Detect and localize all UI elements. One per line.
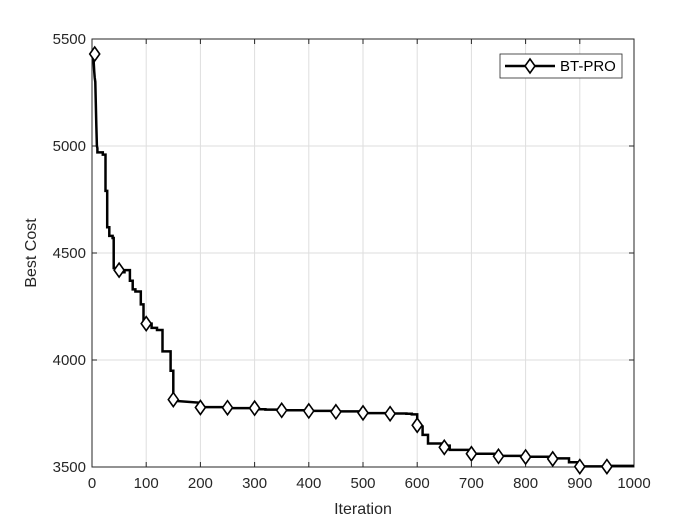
data-point-marker <box>411 416 424 434</box>
legend: BT-PRO <box>499 53 623 79</box>
y-tick-label: 4500 <box>53 245 86 262</box>
data-point-marker <box>140 315 153 332</box>
data-point-marker <box>492 447 505 465</box>
data-point-marker <box>465 445 478 463</box>
data-point-marker <box>357 404 369 422</box>
y-tick-label: 4000 <box>53 352 86 369</box>
data-point-marker <box>329 403 342 421</box>
axis-ticks: 0 100 200 300 400 500 600 700 800 900 1000 3500 4000… <box>53 31 651 492</box>
y-tick-label: 3500 <box>53 459 86 476</box>
data-point-marker <box>167 391 180 408</box>
y-tick-label: 5500 <box>53 31 86 48</box>
data-point-marker <box>194 399 207 416</box>
data-point-marker <box>519 448 532 466</box>
x-tick-label: 200 <box>188 475 213 492</box>
x-tick-label: 500 <box>350 475 375 492</box>
data-point-marker <box>88 45 101 63</box>
data-point-marker <box>113 261 126 279</box>
data-point-marker <box>600 458 613 475</box>
x-tick-label: 400 <box>296 475 321 492</box>
data-point-marker <box>302 402 315 420</box>
x-tick-label: 300 <box>242 475 267 492</box>
data-point-marker <box>248 399 261 417</box>
x-tick-label: 700 <box>459 475 484 492</box>
data-point-marker <box>275 401 288 419</box>
data-point-marker <box>221 399 234 417</box>
y-tick-label: 5000 <box>53 138 86 155</box>
data-point-marker <box>573 458 586 475</box>
x-tick-label: 900 <box>567 475 592 492</box>
data-point-marker <box>438 438 451 456</box>
x-tick-label: 0 <box>88 475 96 492</box>
x-axis-label: Iteration <box>334 501 392 518</box>
series-line <box>91 52 634 468</box>
x-tick-label: 600 <box>405 475 430 492</box>
series-layer <box>88 45 634 475</box>
data-point-marker <box>546 450 559 468</box>
legend-diamond-marker <box>524 57 536 75</box>
y-axis-label: Best Cost <box>23 218 40 288</box>
x-tick-label: 100 <box>134 475 159 492</box>
legend-series-label: BT-PRO <box>560 58 616 75</box>
data-point-marker <box>384 405 397 423</box>
x-tick-label: 800 <box>513 475 538 492</box>
x-tick-label: 1000 <box>617 475 650 492</box>
